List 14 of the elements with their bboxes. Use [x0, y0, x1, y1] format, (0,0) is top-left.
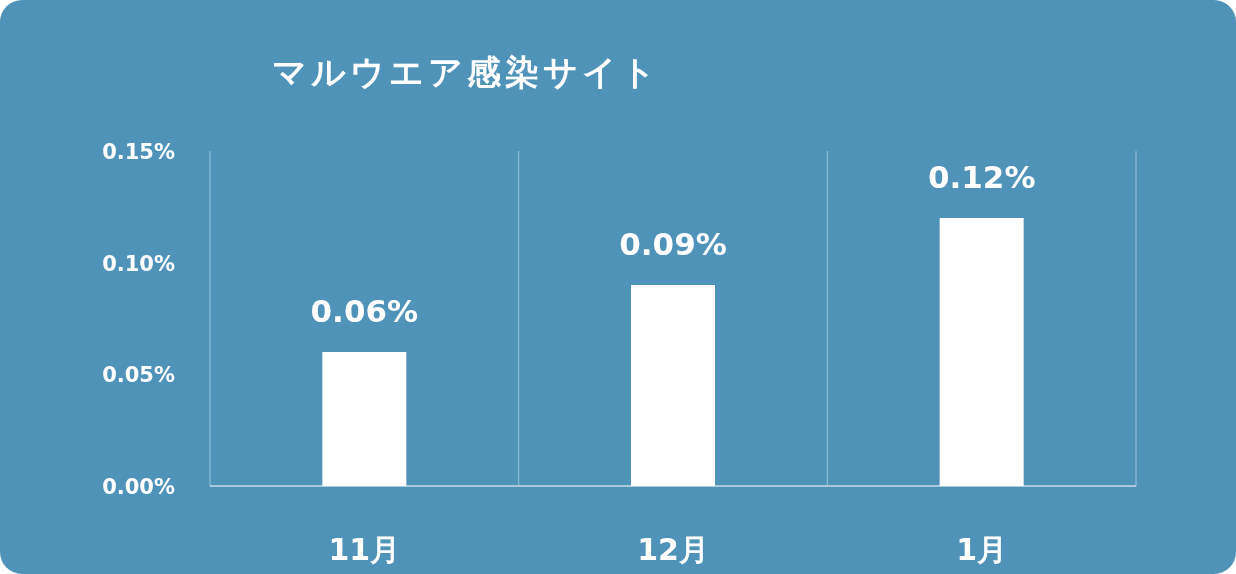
- data-label: 0.09%: [619, 226, 727, 262]
- bar: [939, 218, 1024, 486]
- data-label: 0.12%: [927, 159, 1036, 195]
- bar: [631, 285, 715, 486]
- y-tick-label: 0.10%: [102, 251, 175, 276]
- y-tick-label: 0.00%: [102, 475, 175, 499]
- x-tick-label: 1月: [956, 532, 1008, 567]
- x-tick-label: 12月: [637, 532, 709, 567]
- y-tick-label: 0.05%: [102, 363, 175, 388]
- y-tick-label: 0.15%: [102, 140, 175, 164]
- x-tick-label: 11月: [328, 532, 401, 567]
- bar: [322, 352, 407, 486]
- chart-title: マルウエア感染サイト: [272, 52, 660, 92]
- data-label: 0.06%: [310, 293, 419, 329]
